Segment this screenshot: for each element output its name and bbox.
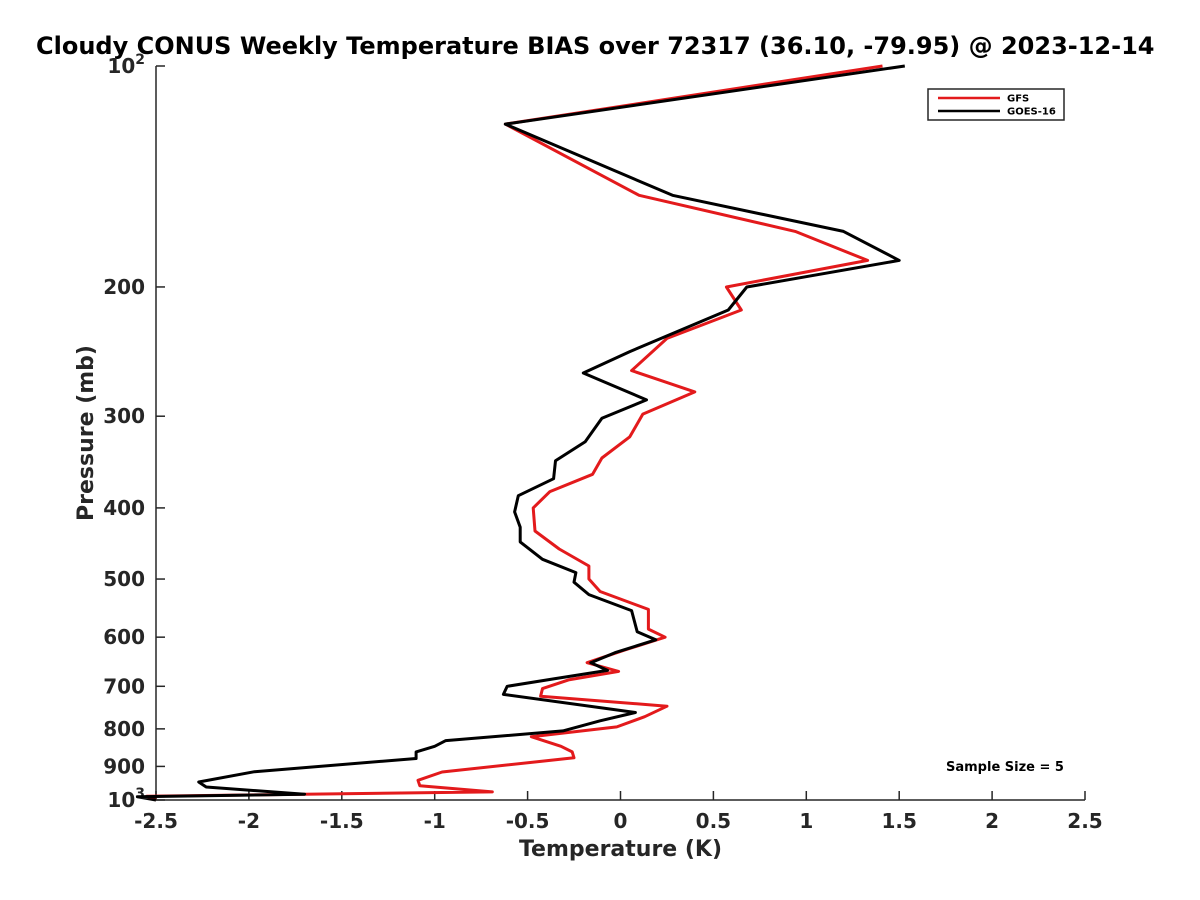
series-line-goes-16 (135, 64, 906, 802)
y-tick-base: 200 (103, 275, 145, 299)
y-tick-base: 10 (107, 788, 135, 812)
x-tick-label: 1 (799, 809, 813, 833)
y-tick-base: 300 (103, 404, 145, 428)
series-layer (135, 64, 906, 802)
y-tick-base: 800 (103, 717, 145, 741)
legend: GFS GOES-16 (927, 88, 1065, 121)
y-tick-base: 400 (103, 496, 145, 520)
x-tick-label: -2.5 (134, 809, 178, 833)
y-tick-base: 600 (103, 625, 145, 649)
x-tick-label: -2 (238, 809, 260, 833)
x-axis-label: Temperature (K) (519, 837, 722, 862)
y-tick-label: 102 (107, 52, 145, 78)
x-tick-label: -1 (424, 809, 446, 833)
sample-size-annotation: Sample Size = 5 (946, 760, 1064, 775)
y-tick-label: 900 (103, 754, 145, 778)
x-tick-label: -1.5 (320, 809, 364, 833)
y-tick-label: 800 (103, 717, 145, 741)
y-tick-base: 900 (103, 754, 145, 778)
plot-axes (155, 66, 1085, 801)
x-tick-label: 1.5 (881, 809, 916, 833)
y-tick-label: 400 (103, 496, 145, 520)
x-tick-label: -0.5 (506, 809, 550, 833)
x-tick-label: 2 (985, 809, 999, 833)
x-tick-label: 0 (614, 809, 628, 833)
chart-title: Cloudy CONUS Weekly Temperature BIAS ove… (36, 32, 1154, 60)
y-tick-base: 10 (107, 54, 135, 78)
x-tick-label: 0.5 (696, 809, 731, 833)
legend-box (927, 88, 1065, 121)
y-tick-label: 300 (103, 404, 145, 428)
y-tick-base: 500 (103, 567, 145, 591)
x-tick-label: 2.5 (1067, 809, 1102, 833)
y-axis-label: Pressure (mb) (74, 345, 99, 521)
y-tick-label: 700 (103, 674, 145, 698)
y-tick-exponent: 3 (135, 786, 145, 802)
series-line-gfs (145, 64, 883, 802)
y-tick-label: 500 (103, 567, 145, 591)
y-tick-exponent: 2 (135, 52, 145, 68)
y-tick-label: 103 (107, 786, 145, 812)
legend-label-gfs: GFS (1007, 94, 1029, 105)
legend-label-goes16: GOES-16 (1007, 107, 1056, 118)
y-tick-label: 200 (103, 275, 145, 299)
y-tick-base: 700 (103, 674, 145, 698)
y-tick-label: 600 (103, 625, 145, 649)
x-axis-ticks: -2.5 -2 -1.5 -1 -0.5 0 0.5 1 1.5 2 2.5 (134, 791, 1103, 833)
